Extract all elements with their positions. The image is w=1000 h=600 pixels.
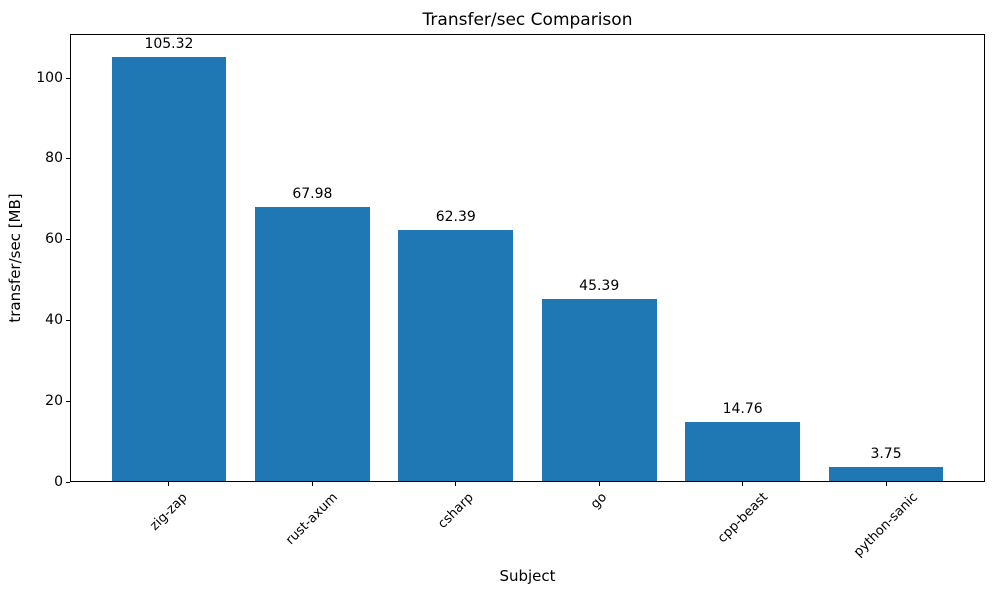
bar: [541, 298, 657, 482]
y-tick-mark: [66, 481, 70, 483]
bar: [398, 229, 514, 482]
bar-value-label: 45.39: [579, 277, 620, 294]
bar: [255, 207, 370, 482]
y-tick-mark: [66, 158, 70, 160]
y-tick-label: 100: [36, 69, 63, 86]
plot-border: [70, 34, 985, 482]
y-axis-label: transfer/sec [MB]: [6, 193, 24, 323]
x-tick-label: python-sanic: [851, 490, 921, 560]
bar-value-label: 67.98: [292, 186, 333, 203]
x-tick-label: zig-zap: [147, 489, 191, 534]
bar-value-label: 62.39: [435, 208, 476, 225]
bar-value-label: 105.32: [144, 35, 194, 52]
y-tick-label: 40: [45, 311, 63, 328]
bar: [685, 422, 800, 482]
x-tick-label: go: [588, 489, 611, 512]
y-tick-mark: [66, 319, 70, 321]
x-tick-mark: [598, 482, 600, 486]
y-tick-label: 60: [45, 231, 63, 248]
chart-title: Transfer/sec Comparison: [422, 10, 633, 30]
y-tick-mark: [66, 77, 70, 79]
x-tick-label: rust-axum: [283, 490, 342, 548]
x-axis-label: Subject: [499, 567, 556, 585]
y-tick-label: 20: [45, 392, 63, 409]
y-tick-mark: [66, 239, 70, 241]
x-tick-mark: [885, 482, 887, 486]
x-tick-mark: [742, 482, 744, 486]
x-tick-label: cpp-beast: [714, 489, 771, 547]
y-tick-label: 0: [54, 473, 63, 490]
bar-value-label: 14.76: [722, 401, 763, 418]
bar: [111, 56, 227, 482]
x-tick-label: csharp: [435, 490, 477, 532]
x-tick-mark: [168, 482, 170, 486]
bar-value-label: 3.75: [870, 445, 902, 462]
x-tick-mark: [311, 482, 313, 486]
y-tick-label: 80: [45, 150, 63, 167]
x-tick-mark: [455, 482, 457, 486]
bar: [828, 466, 944, 482]
y-tick-mark: [66, 400, 70, 402]
